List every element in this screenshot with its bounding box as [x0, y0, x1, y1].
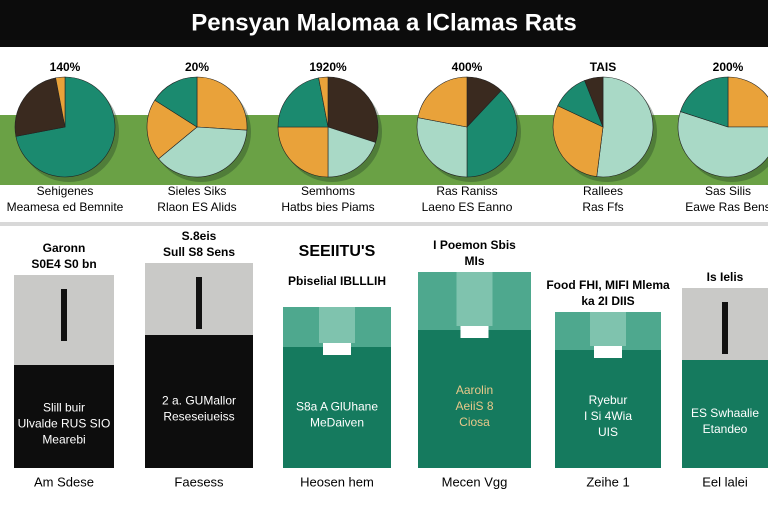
pie-slice: [158, 126, 248, 178]
pie-slice: [466, 90, 518, 178]
pie-slice: [552, 105, 604, 177]
pie-slice: [277, 126, 329, 178]
pie-caption: Ras Raniss: [436, 184, 497, 198]
panel-header: Garonn: [43, 241, 86, 255]
pie-slice: [196, 76, 248, 131]
pie-label: TAIS: [590, 60, 616, 74]
pie-slice: [14, 77, 66, 137]
panel-body: 2 a. GUMallor: [162, 394, 236, 408]
divider: [0, 222, 768, 226]
panel-body: ES Swhaalie: [691, 406, 759, 420]
panel-header: SEEIITU'S: [299, 243, 376, 260]
pie-slice: [727, 76, 768, 128]
panel-footer: Am Sdese: [34, 474, 94, 489]
bar-bottom: [145, 335, 253, 468]
pie-slice: [416, 117, 468, 178]
bar-bottom: [283, 347, 391, 468]
pie-caption: Sas Silis: [705, 184, 751, 198]
bar-bottom: [555, 350, 661, 468]
pie-caption: Laeno ES Eanno: [422, 200, 513, 214]
stripe: [319, 307, 355, 343]
pie-caption: Sehigenes: [37, 184, 94, 198]
panel-footer: Zeihe 1: [586, 474, 629, 489]
panel-footer: Eel lalei: [702, 474, 748, 489]
panel-header: S.8eis: [182, 229, 217, 243]
pie-slice: [277, 77, 329, 128]
panel-header: Is Ielis: [707, 270, 744, 284]
pie-slice: [677, 111, 768, 178]
pie-slice: [55, 76, 66, 128]
bar-bottom: [418, 330, 531, 468]
pie-label: 1920%: [309, 60, 347, 74]
panel-body: Ulvalde RUS SIO: [18, 417, 111, 431]
panel-body: S8a A GlUhane: [296, 400, 378, 414]
panel-body: Reseseiueiss: [163, 410, 234, 424]
pie-slice: [584, 76, 604, 128]
pie-slice: [327, 76, 379, 143]
pie-caption: Rallees: [583, 184, 623, 198]
marker: [722, 302, 728, 354]
pie-slice: [327, 126, 376, 178]
panel-header: S0E4 S0 bn: [31, 257, 96, 271]
panel-body: Aarolin: [456, 383, 493, 397]
panel-body: Etandeo: [703, 422, 748, 436]
panel-footer: Faesess: [174, 474, 224, 489]
marker: [196, 277, 202, 329]
panel-body: Slill buir: [43, 401, 85, 415]
pie-slice: [680, 76, 729, 128]
pie-slice: [318, 76, 329, 128]
panel-body: Ciosa: [459, 415, 490, 429]
pie-caption: Hatbs bies Piams: [281, 200, 374, 214]
panel-footer: Mecen Vgg: [442, 474, 508, 489]
tab: [323, 343, 351, 355]
panel-header: Food FHI, MIFI Mlema: [546, 278, 670, 292]
stripe: [590, 312, 626, 346]
panel-header: MIs: [464, 254, 484, 268]
panel-body: Mearebi: [42, 433, 85, 447]
panel-body: AeiiS 8: [455, 399, 493, 413]
pie-label: 20%: [185, 60, 209, 74]
stripe: [456, 272, 493, 326]
pie-caption: Sieles Siks: [168, 184, 227, 198]
pie-caption: Semhoms: [301, 184, 355, 198]
panel-footer: Heosen hem: [300, 474, 374, 489]
bar-bottom: [14, 365, 114, 468]
panel-body: I Si 4Wia: [584, 409, 632, 423]
pie-caption: Rlaon ES Alids: [157, 200, 236, 214]
pie-slice: [15, 76, 116, 178]
marker: [61, 289, 67, 341]
pie-slice: [596, 76, 654, 178]
tab: [594, 346, 622, 358]
pie-label: 400%: [452, 60, 483, 74]
panel-body: Ryebur: [589, 393, 628, 407]
panel-header: Pbiselial IBLLLIH: [288, 274, 386, 288]
title: Pensyan Malomaa a lClamas Rats: [191, 9, 577, 36]
panel-header: I Poemon Sbis: [433, 238, 516, 252]
pie-label: 200%: [713, 60, 744, 74]
header-bar: [0, 0, 768, 47]
panel-header: ka 2I DIIS: [581, 294, 634, 308]
bar-bottom: [682, 360, 768, 468]
pie-caption: Ras Ffs: [582, 200, 623, 214]
pie-slice: [154, 76, 198, 128]
panel-body: MeDaiven: [310, 416, 364, 430]
pie-caption: Meamesa ed Bemnite: [7, 200, 124, 214]
tab: [460, 326, 489, 338]
panel-header: Sull S8 Sens: [163, 245, 235, 259]
panel-body: UIS: [598, 425, 618, 439]
pie-slice: [417, 76, 468, 128]
pie-caption: Eawe Ras Bens: [685, 200, 768, 214]
pie-slice: [146, 99, 198, 160]
pie-label: 140%: [50, 60, 81, 74]
